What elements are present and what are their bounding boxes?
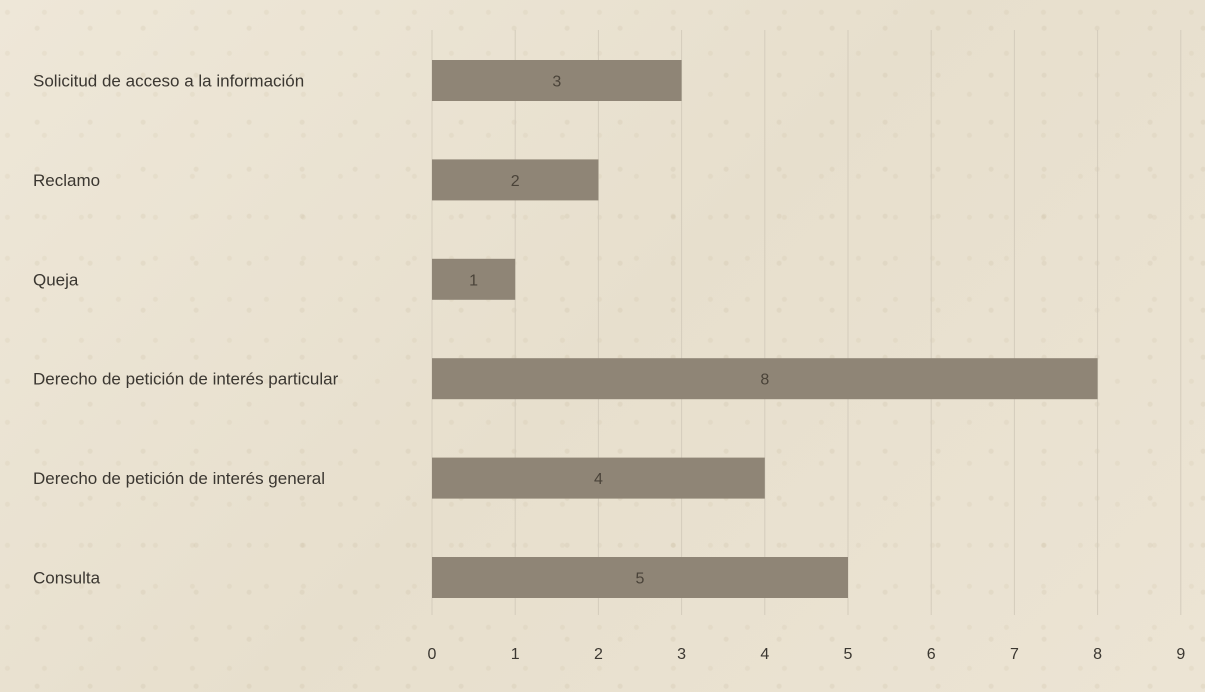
x-tick-label: 7 xyxy=(1010,646,1019,663)
x-tick-label: 2 xyxy=(594,646,603,663)
data-label: 5 xyxy=(636,571,645,588)
x-tick-label: 3 xyxy=(677,646,686,663)
x-tick-label: 9 xyxy=(1176,646,1185,663)
bar-2 xyxy=(432,159,599,201)
x-tick-label: 5 xyxy=(844,646,853,663)
category-label: Derecho de petición de interés particula… xyxy=(33,370,339,389)
category-label: Queja xyxy=(33,270,79,289)
bar-3 xyxy=(432,258,516,300)
bar-1 xyxy=(432,60,682,101)
data-label: 1 xyxy=(469,272,478,289)
x-tick-label: 4 xyxy=(760,646,769,663)
category-label: Solicitud de acceso a la información xyxy=(33,72,304,91)
x-tick-label: 1 xyxy=(511,646,520,663)
category-label: Consulta xyxy=(33,569,101,588)
bar-6 xyxy=(432,557,848,598)
x-tick-label: 0 xyxy=(428,646,437,663)
category-label: Derecho de petición de interés general xyxy=(33,469,325,488)
x-tick-label: 8 xyxy=(1093,646,1102,663)
data-label: 2 xyxy=(511,173,520,190)
bar-4 xyxy=(432,358,1098,400)
x-tick-label: 6 xyxy=(927,646,936,663)
category-label: Reclamo xyxy=(33,171,100,190)
data-label: 4 xyxy=(594,471,603,488)
data-label: 3 xyxy=(552,74,561,91)
data-label: 8 xyxy=(760,372,769,389)
bar-5 xyxy=(432,457,765,499)
